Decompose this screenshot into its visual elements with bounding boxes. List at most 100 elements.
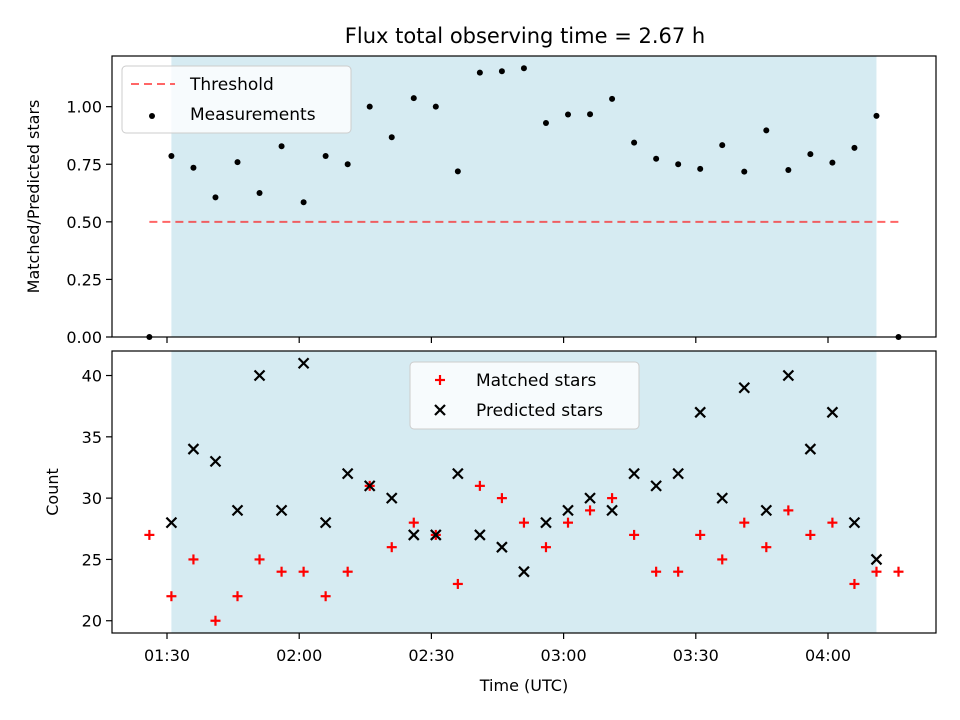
measurement-point	[741, 168, 748, 175]
cross-b	[430, 529, 442, 541]
cross-b	[518, 565, 530, 578]
predicted-point	[716, 492, 729, 504]
predicted-point	[584, 492, 596, 504]
measurement-point	[851, 144, 858, 151]
predicted-point	[650, 480, 662, 492]
cross-b	[187, 443, 200, 455]
measurement-point	[344, 161, 351, 168]
measurement-point	[432, 103, 439, 110]
cross-b	[562, 504, 574, 517]
y-tick-label: 0.00	[66, 328, 102, 347]
matched-point	[452, 578, 463, 589]
measurement-point	[234, 159, 241, 166]
measurement-point	[498, 68, 505, 75]
predicted-point	[452, 467, 464, 480]
matched-point	[298, 566, 309, 577]
cross-b	[434, 404, 446, 416]
cross-b	[672, 467, 684, 480]
measurement-point	[719, 142, 726, 149]
matched-point	[563, 517, 574, 528]
cross-b	[474, 529, 486, 541]
matched-point	[408, 517, 419, 528]
matched-point	[607, 493, 618, 504]
y-tick-label: 40	[82, 367, 102, 386]
cross-b	[540, 516, 552, 529]
cross-b	[385, 492, 398, 504]
predicted-point	[540, 516, 552, 529]
matched-point	[144, 529, 155, 540]
predicted-point	[275, 504, 288, 517]
matched-point	[629, 529, 640, 540]
predicted-point	[430, 529, 442, 541]
bottom-panel: 20 25 30 35 40 Count 01:30 02:00 02:30 03:00 03:30…	[43, 350, 937, 695]
predicted-point	[782, 369, 795, 382]
matched-point	[783, 505, 794, 516]
cross-b	[760, 504, 773, 517]
predicted-point	[385, 492, 398, 504]
measurement-point	[190, 164, 197, 171]
legend-frame	[121, 65, 352, 134]
measurement-point	[454, 168, 461, 175]
matched-point	[739, 517, 750, 528]
predicted-point	[297, 357, 310, 370]
measurement-point	[212, 194, 219, 201]
x-tick-label: 02:30	[408, 646, 454, 665]
matched-point	[673, 566, 684, 577]
predicted-point	[562, 504, 574, 517]
cross-b	[275, 504, 288, 517]
matched-point	[761, 542, 772, 553]
y-axis-label: Count	[43, 468, 62, 516]
cross-b	[804, 443, 817, 455]
matched-point	[717, 554, 728, 565]
measurement-point	[278, 143, 285, 150]
cross-b	[209, 455, 222, 468]
predicted-point	[628, 467, 640, 480]
cross-b	[870, 553, 883, 566]
predicted-point	[319, 516, 332, 529]
plot-frame	[111, 350, 937, 634]
matched-point	[210, 615, 221, 626]
predicted-point	[826, 406, 839, 419]
predicted-point	[760, 504, 773, 517]
matched-point	[849, 578, 860, 589]
legend-matched-swatch	[435, 375, 445, 385]
x-tick-label: 03:00	[541, 646, 587, 665]
matched-point	[518, 517, 529, 528]
measurement-point	[873, 112, 880, 119]
cross-b	[606, 504, 618, 517]
measurement-point	[697, 165, 704, 172]
cross-b	[165, 516, 178, 529]
matched-point	[386, 542, 397, 553]
cross-b	[848, 516, 861, 529]
cross-b	[407, 529, 420, 541]
cross-b	[826, 406, 839, 419]
x-tick-label: 04:00	[805, 646, 851, 665]
matched-point	[805, 529, 816, 540]
legend-bottom: Matched stars Predicted stars	[409, 361, 640, 430]
legend-top: Threshold Measurements	[121, 65, 352, 134]
y-tick-label: 20	[82, 612, 102, 631]
measurement-point	[256, 190, 263, 197]
plot-frame	[111, 55, 937, 338]
measurement-point	[653, 155, 660, 162]
cross-b	[496, 541, 508, 553]
predicted-point	[518, 565, 530, 578]
x-tick-label: 01:30	[144, 646, 190, 665]
predicted-point	[474, 529, 486, 541]
measurement-point	[520, 65, 527, 72]
matched-point	[474, 480, 485, 491]
cross-b	[628, 467, 640, 480]
legend-predicted-label: Predicted stars	[476, 401, 603, 421]
matched-point	[276, 566, 287, 577]
measurement-point	[300, 199, 307, 206]
measurement-point	[587, 111, 594, 118]
matched-point	[496, 493, 507, 504]
predicted-point	[363, 480, 376, 492]
measurement-point	[476, 69, 483, 76]
measurement-point	[631, 139, 638, 146]
matched-point	[342, 566, 353, 577]
measurement-point	[410, 95, 417, 102]
measurement-point	[829, 159, 836, 166]
matched-point	[651, 566, 662, 577]
